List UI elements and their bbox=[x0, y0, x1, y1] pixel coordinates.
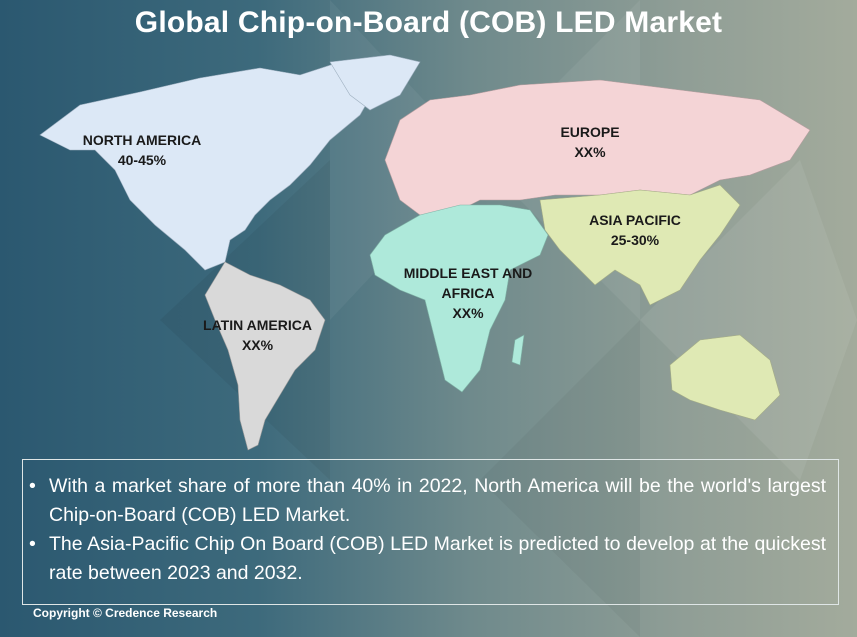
region-greenland bbox=[329, 54, 421, 111]
region-share: 25-30% bbox=[610, 232, 660, 248]
label-latin-america: LATIN AMERICA XX% bbox=[195, 315, 320, 355]
madagascar bbox=[511, 334, 525, 366]
region-australia bbox=[669, 334, 781, 421]
region-name: MIDDLE EAST AND AFRICA bbox=[403, 265, 533, 301]
bullet-icon: • bbox=[29, 533, 36, 555]
bullet-icon: • bbox=[29, 475, 36, 497]
label-north-america: NORTH AMERICA 40-45% bbox=[72, 130, 212, 170]
key-findings-box: • With a market share of more than 40% in… bbox=[22, 459, 839, 605]
bullet-item: • With a market share of more than 40% in… bbox=[29, 472, 826, 530]
region-name: LATIN AMERICA bbox=[203, 317, 312, 333]
page-title: Global Chip-on-Board (COB) LED Market bbox=[134, 6, 723, 39]
bullet-text: With a market share of more than 40% in … bbox=[49, 475, 826, 526]
copyright: Copyright © Credence Research bbox=[33, 606, 218, 620]
region-latin-america[interactable] bbox=[204, 261, 326, 451]
label-asia-pacific: ASIA PACIFIC 25-30% bbox=[575, 210, 695, 250]
region-share: XX% bbox=[574, 144, 606, 160]
label-middle-east-africa: MIDDLE EAST AND AFRICA XX% bbox=[398, 263, 538, 323]
region-share: XX% bbox=[241, 337, 274, 353]
label-europe: EUROPE XX% bbox=[540, 122, 640, 162]
region-name: ASIA PACIFIC bbox=[589, 212, 681, 228]
bullet-item: • The Asia-Pacific Chip On Board (COB) LE… bbox=[29, 530, 826, 588]
region-asia-pacific[interactable] bbox=[539, 184, 741, 306]
region-name: NORTH AMERICA bbox=[82, 132, 202, 148]
region-north-america[interactable] bbox=[39, 61, 381, 271]
region-share: 40-45% bbox=[117, 152, 167, 168]
region-share: XX% bbox=[452, 305, 484, 321]
bullet-text: The Asia-Pacific Chip On Board (COB) LED… bbox=[49, 533, 826, 584]
region-middle-east-africa[interactable] bbox=[369, 204, 549, 393]
region-name: EUROPE bbox=[560, 124, 620, 140]
